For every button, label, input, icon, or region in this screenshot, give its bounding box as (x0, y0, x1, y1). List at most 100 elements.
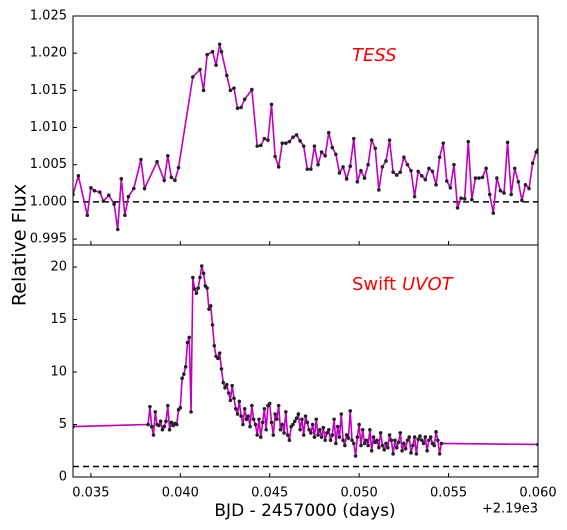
data-point (262, 136, 267, 141)
data-point (284, 410, 288, 414)
data-point (278, 427, 283, 432)
axes-frame (72, 15, 539, 246)
data-point (378, 431, 383, 435)
data-point (173, 178, 177, 183)
data-point (516, 180, 521, 184)
data-point (412, 435, 417, 439)
data-point (309, 431, 313, 435)
data-point (282, 431, 286, 435)
data-point (351, 136, 356, 141)
data-point (253, 422, 258, 427)
data-point (512, 166, 517, 171)
data-point (369, 138, 374, 142)
data-point (214, 63, 218, 67)
data-point (246, 414, 251, 418)
data-point (402, 155, 406, 160)
data-point (300, 417, 304, 422)
data-point (112, 202, 116, 206)
data-point (402, 441, 406, 446)
data-point (305, 167, 310, 171)
data-point (394, 173, 399, 177)
y-tick-label: 20 (50, 260, 67, 275)
data-point (242, 97, 247, 102)
data-line (73, 265, 538, 457)
data-point (164, 419, 168, 424)
data-point (416, 169, 420, 174)
data-point (411, 443, 415, 448)
y-tick-label: 1.020 (30, 46, 67, 61)
data-point (403, 446, 408, 451)
data-point (310, 422, 315, 427)
data-point (484, 166, 488, 171)
data-point (364, 438, 369, 443)
data-point (373, 146, 378, 151)
data-point (257, 417, 261, 422)
data-point (362, 441, 367, 446)
data-point (126, 194, 131, 199)
x-tick-label: 0.045 (251, 486, 288, 501)
data-point (244, 417, 249, 422)
data-point (375, 438, 379, 443)
data-point (232, 86, 236, 90)
data-point (432, 443, 437, 448)
annotation: Swift UVOT (352, 274, 455, 295)
data-point (412, 194, 417, 199)
data-point (169, 175, 174, 180)
data-point (85, 213, 90, 218)
data-point (505, 140, 510, 145)
data-point (208, 304, 213, 308)
data-point (301, 144, 306, 148)
data-point (251, 417, 256, 422)
data-point (235, 412, 240, 416)
data-point (92, 188, 97, 193)
data-point (266, 138, 270, 142)
data-point (425, 448, 429, 453)
data-point (326, 427, 331, 432)
data-point (183, 364, 188, 369)
data-point (344, 177, 349, 181)
data-point (328, 438, 333, 443)
data-point (326, 130, 331, 135)
data-point (355, 435, 360, 439)
data-point (384, 159, 388, 163)
data-point (285, 433, 290, 437)
data-point (523, 182, 528, 187)
y-tick-label: 10 (50, 365, 67, 380)
data-point (228, 398, 233, 403)
data-point (335, 424, 340, 429)
data-point (466, 139, 471, 144)
data-point (389, 438, 394, 443)
data-point (239, 105, 243, 110)
data-point (430, 169, 435, 174)
data-point (470, 197, 474, 202)
data-point (502, 191, 506, 195)
data-point (359, 168, 363, 173)
data-point (217, 351, 222, 355)
x-tick-label: 0.050 (341, 486, 378, 501)
data-point (334, 152, 338, 157)
data-point (287, 139, 292, 144)
data-point (291, 135, 295, 139)
data-point (301, 433, 306, 437)
data-point (421, 441, 426, 446)
data-point (262, 406, 267, 411)
y-axis-label: Relative Flux (9, 184, 31, 306)
y-tick-label: 5 (59, 417, 67, 432)
data-point (419, 438, 424, 443)
data-point (185, 340, 190, 345)
data-point (330, 145, 335, 150)
data-point (396, 440, 401, 445)
data-point (146, 422, 150, 427)
annotation-text: Swift (352, 274, 396, 295)
data-point (391, 170, 395, 174)
data-point (444, 179, 449, 183)
y-tick-label: 0.995 (30, 232, 67, 247)
data-point (353, 454, 358, 458)
data-point (165, 153, 170, 158)
data-point (437, 155, 442, 160)
data-point (292, 419, 297, 424)
data-point (314, 417, 319, 422)
data-point (309, 167, 313, 171)
data-point (477, 176, 481, 180)
axes-frame (72, 244, 539, 478)
